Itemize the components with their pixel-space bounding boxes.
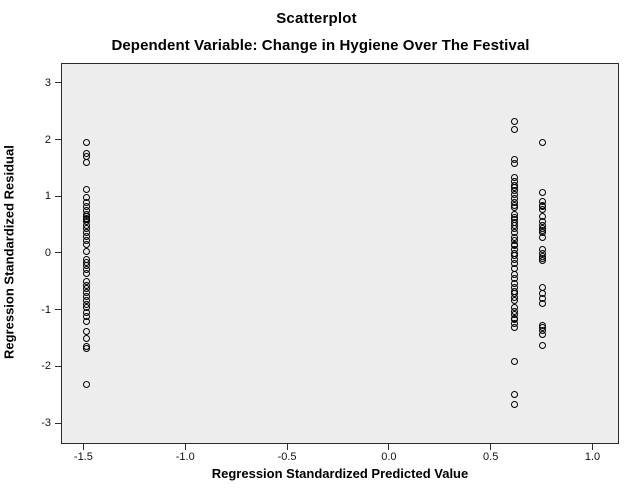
x-tick-mark	[184, 444, 186, 450]
data-point	[539, 257, 547, 265]
y-tick-mark	[55, 82, 61, 84]
data-point	[539, 342, 547, 350]
data-point	[510, 159, 518, 167]
x-tick-mark	[286, 444, 288, 450]
y-tick-mark	[55, 252, 61, 254]
chart-subtitle: Dependent Variable: Change in Hygiene Ov…	[111, 37, 530, 54]
data-point	[539, 330, 547, 338]
data-point	[539, 206, 547, 214]
data-point	[82, 327, 90, 335]
data-point	[82, 317, 90, 325]
x-tick-mark	[82, 444, 84, 450]
data-point	[82, 344, 90, 352]
x-tick-label: -0.5	[277, 451, 297, 463]
y-tick-label: 3	[44, 76, 51, 89]
x-tick-label: 0.5	[483, 451, 499, 463]
data-point	[539, 189, 547, 197]
data-point	[510, 323, 518, 331]
y-tick-mark	[55, 365, 61, 367]
x-tick-label: 0.0	[381, 451, 397, 463]
y-tick-label: -1	[41, 303, 51, 316]
data-point	[539, 233, 547, 241]
y-tick-mark	[55, 195, 61, 197]
y-tick-label: -3	[41, 417, 51, 430]
x-tick-mark	[388, 444, 390, 450]
data-point	[510, 401, 518, 409]
data-point	[539, 299, 547, 307]
data-point	[82, 186, 90, 194]
data-point	[510, 118, 518, 126]
x-tick-label: -1.0	[175, 451, 195, 463]
x-tick-mark	[490, 444, 492, 450]
x-tick-mark	[592, 444, 594, 450]
data-point	[82, 335, 90, 343]
x-tick-label: -1.5	[73, 451, 93, 463]
data-point	[82, 270, 90, 278]
data-point	[82, 247, 90, 255]
data-point	[510, 203, 518, 211]
data-point	[82, 159, 90, 167]
y-axis-label: Regression Standardized Residual	[1, 145, 17, 360]
data-point	[510, 357, 518, 365]
data-point	[539, 139, 547, 147]
data-point	[82, 380, 90, 388]
y-tick-mark	[55, 309, 61, 311]
x-tick-label: 1.0	[584, 451, 601, 463]
data-point	[510, 296, 518, 304]
data-point	[82, 139, 90, 147]
plot-area	[61, 63, 619, 444]
y-tick-label: 0	[44, 246, 51, 259]
chart-title: Scatterplot	[276, 10, 357, 27]
y-tick-label: 1	[44, 190, 51, 203]
data-point	[510, 125, 518, 133]
y-tick-mark	[55, 422, 61, 424]
y-tick-mark	[55, 139, 61, 141]
y-tick-label: 2	[44, 133, 51, 146]
y-tick-label: -2	[41, 360, 51, 373]
x-axis-label: Regression Standardized Predicted Value	[211, 466, 469, 481]
data-point	[510, 391, 518, 399]
